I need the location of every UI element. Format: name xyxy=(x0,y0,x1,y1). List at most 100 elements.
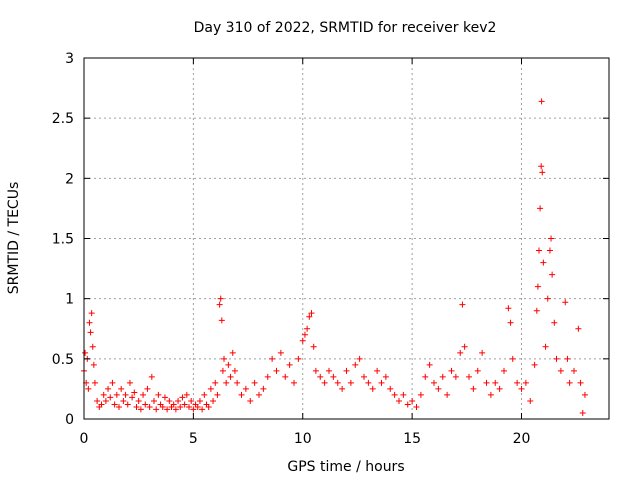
data-point xyxy=(82,349,89,356)
data-point xyxy=(140,391,147,398)
data-point xyxy=(542,343,549,350)
data-point xyxy=(122,391,129,398)
chart-title: Day 310 of 2022, SRMTID for receiver kev… xyxy=(194,20,497,36)
data-point xyxy=(374,367,381,374)
data-point xyxy=(352,361,359,368)
data-point xyxy=(549,271,556,278)
data-point xyxy=(131,389,138,396)
data-point xyxy=(151,397,157,404)
data-point xyxy=(242,385,249,392)
data-point xyxy=(387,385,394,392)
data-point xyxy=(356,355,363,362)
data-point xyxy=(474,367,481,374)
y-tick-label: 1.5 xyxy=(52,232,74,248)
data-point xyxy=(155,391,162,398)
data-point xyxy=(391,391,398,398)
data-point xyxy=(448,367,455,374)
data-point xyxy=(339,385,346,392)
data-point xyxy=(111,401,118,408)
y-tick-label: 2 xyxy=(65,171,74,187)
data-point xyxy=(98,401,105,408)
data-point xyxy=(166,397,173,404)
data-point xyxy=(118,385,125,392)
y-tick-label: 0 xyxy=(65,412,74,428)
x-tick-label: 0 xyxy=(80,431,89,447)
y-tick-label: 0.5 xyxy=(52,352,74,368)
data-point xyxy=(564,355,571,362)
data-point xyxy=(553,355,560,362)
x-tick-label: 15 xyxy=(403,431,421,447)
data-point xyxy=(225,361,232,368)
data-point xyxy=(286,361,293,368)
data-point xyxy=(539,169,546,176)
data-point xyxy=(216,301,223,308)
data-point xyxy=(86,319,93,326)
data-point xyxy=(190,406,197,413)
data-point xyxy=(229,349,236,356)
data-point xyxy=(183,391,190,398)
data-point xyxy=(186,403,192,410)
data-point xyxy=(581,391,588,398)
data-point xyxy=(161,394,168,401)
data-point xyxy=(301,331,308,338)
data-point xyxy=(144,385,151,392)
y-tick-label: 1 xyxy=(65,292,74,308)
data-point xyxy=(577,379,584,386)
data-point xyxy=(273,367,280,374)
data-point xyxy=(207,385,214,392)
data-point xyxy=(299,337,306,344)
data-point xyxy=(91,379,98,386)
data-point xyxy=(304,325,311,332)
data-point xyxy=(159,403,166,410)
data-point xyxy=(201,391,208,398)
data-point xyxy=(509,355,516,362)
data-point xyxy=(546,247,553,254)
data-point xyxy=(124,401,131,408)
data-point xyxy=(177,403,184,410)
data-point xyxy=(295,355,302,362)
data-point xyxy=(483,379,490,386)
data-point xyxy=(105,385,112,392)
x-tick-label: 10 xyxy=(294,431,312,447)
data-point xyxy=(133,403,140,410)
data-point xyxy=(116,403,122,410)
data-point xyxy=(461,343,468,350)
data-point xyxy=(557,367,564,374)
data-point xyxy=(113,391,120,398)
data-point xyxy=(210,397,217,404)
y-axis-label: SRMTID / TECUs xyxy=(6,182,22,295)
data-point xyxy=(361,373,367,380)
data-point xyxy=(282,373,289,380)
data-point xyxy=(562,299,569,306)
data-point xyxy=(85,385,92,392)
data-point xyxy=(120,397,127,404)
data-point xyxy=(221,355,227,362)
data-point xyxy=(109,379,116,386)
data-point xyxy=(196,397,203,404)
data-point xyxy=(308,310,315,317)
data-point xyxy=(507,319,514,326)
data-point xyxy=(417,391,424,398)
data-point xyxy=(135,397,142,404)
data-point xyxy=(527,397,534,404)
data-point xyxy=(219,367,226,374)
data-point xyxy=(188,397,195,404)
data-point xyxy=(217,295,224,302)
data-point xyxy=(247,397,254,404)
data-point xyxy=(400,391,407,398)
data-point xyxy=(90,361,97,368)
data-point xyxy=(579,409,586,416)
data-point xyxy=(459,301,466,308)
data-point xyxy=(566,379,573,386)
data-point xyxy=(575,325,582,332)
data-point xyxy=(231,367,238,374)
data-point xyxy=(214,391,221,398)
data-point xyxy=(496,385,503,392)
x-axis-label: GPS time / hours xyxy=(287,459,404,475)
data-point xyxy=(291,379,297,386)
data-point xyxy=(153,406,160,413)
data-point xyxy=(218,317,225,324)
data-point xyxy=(306,313,313,320)
